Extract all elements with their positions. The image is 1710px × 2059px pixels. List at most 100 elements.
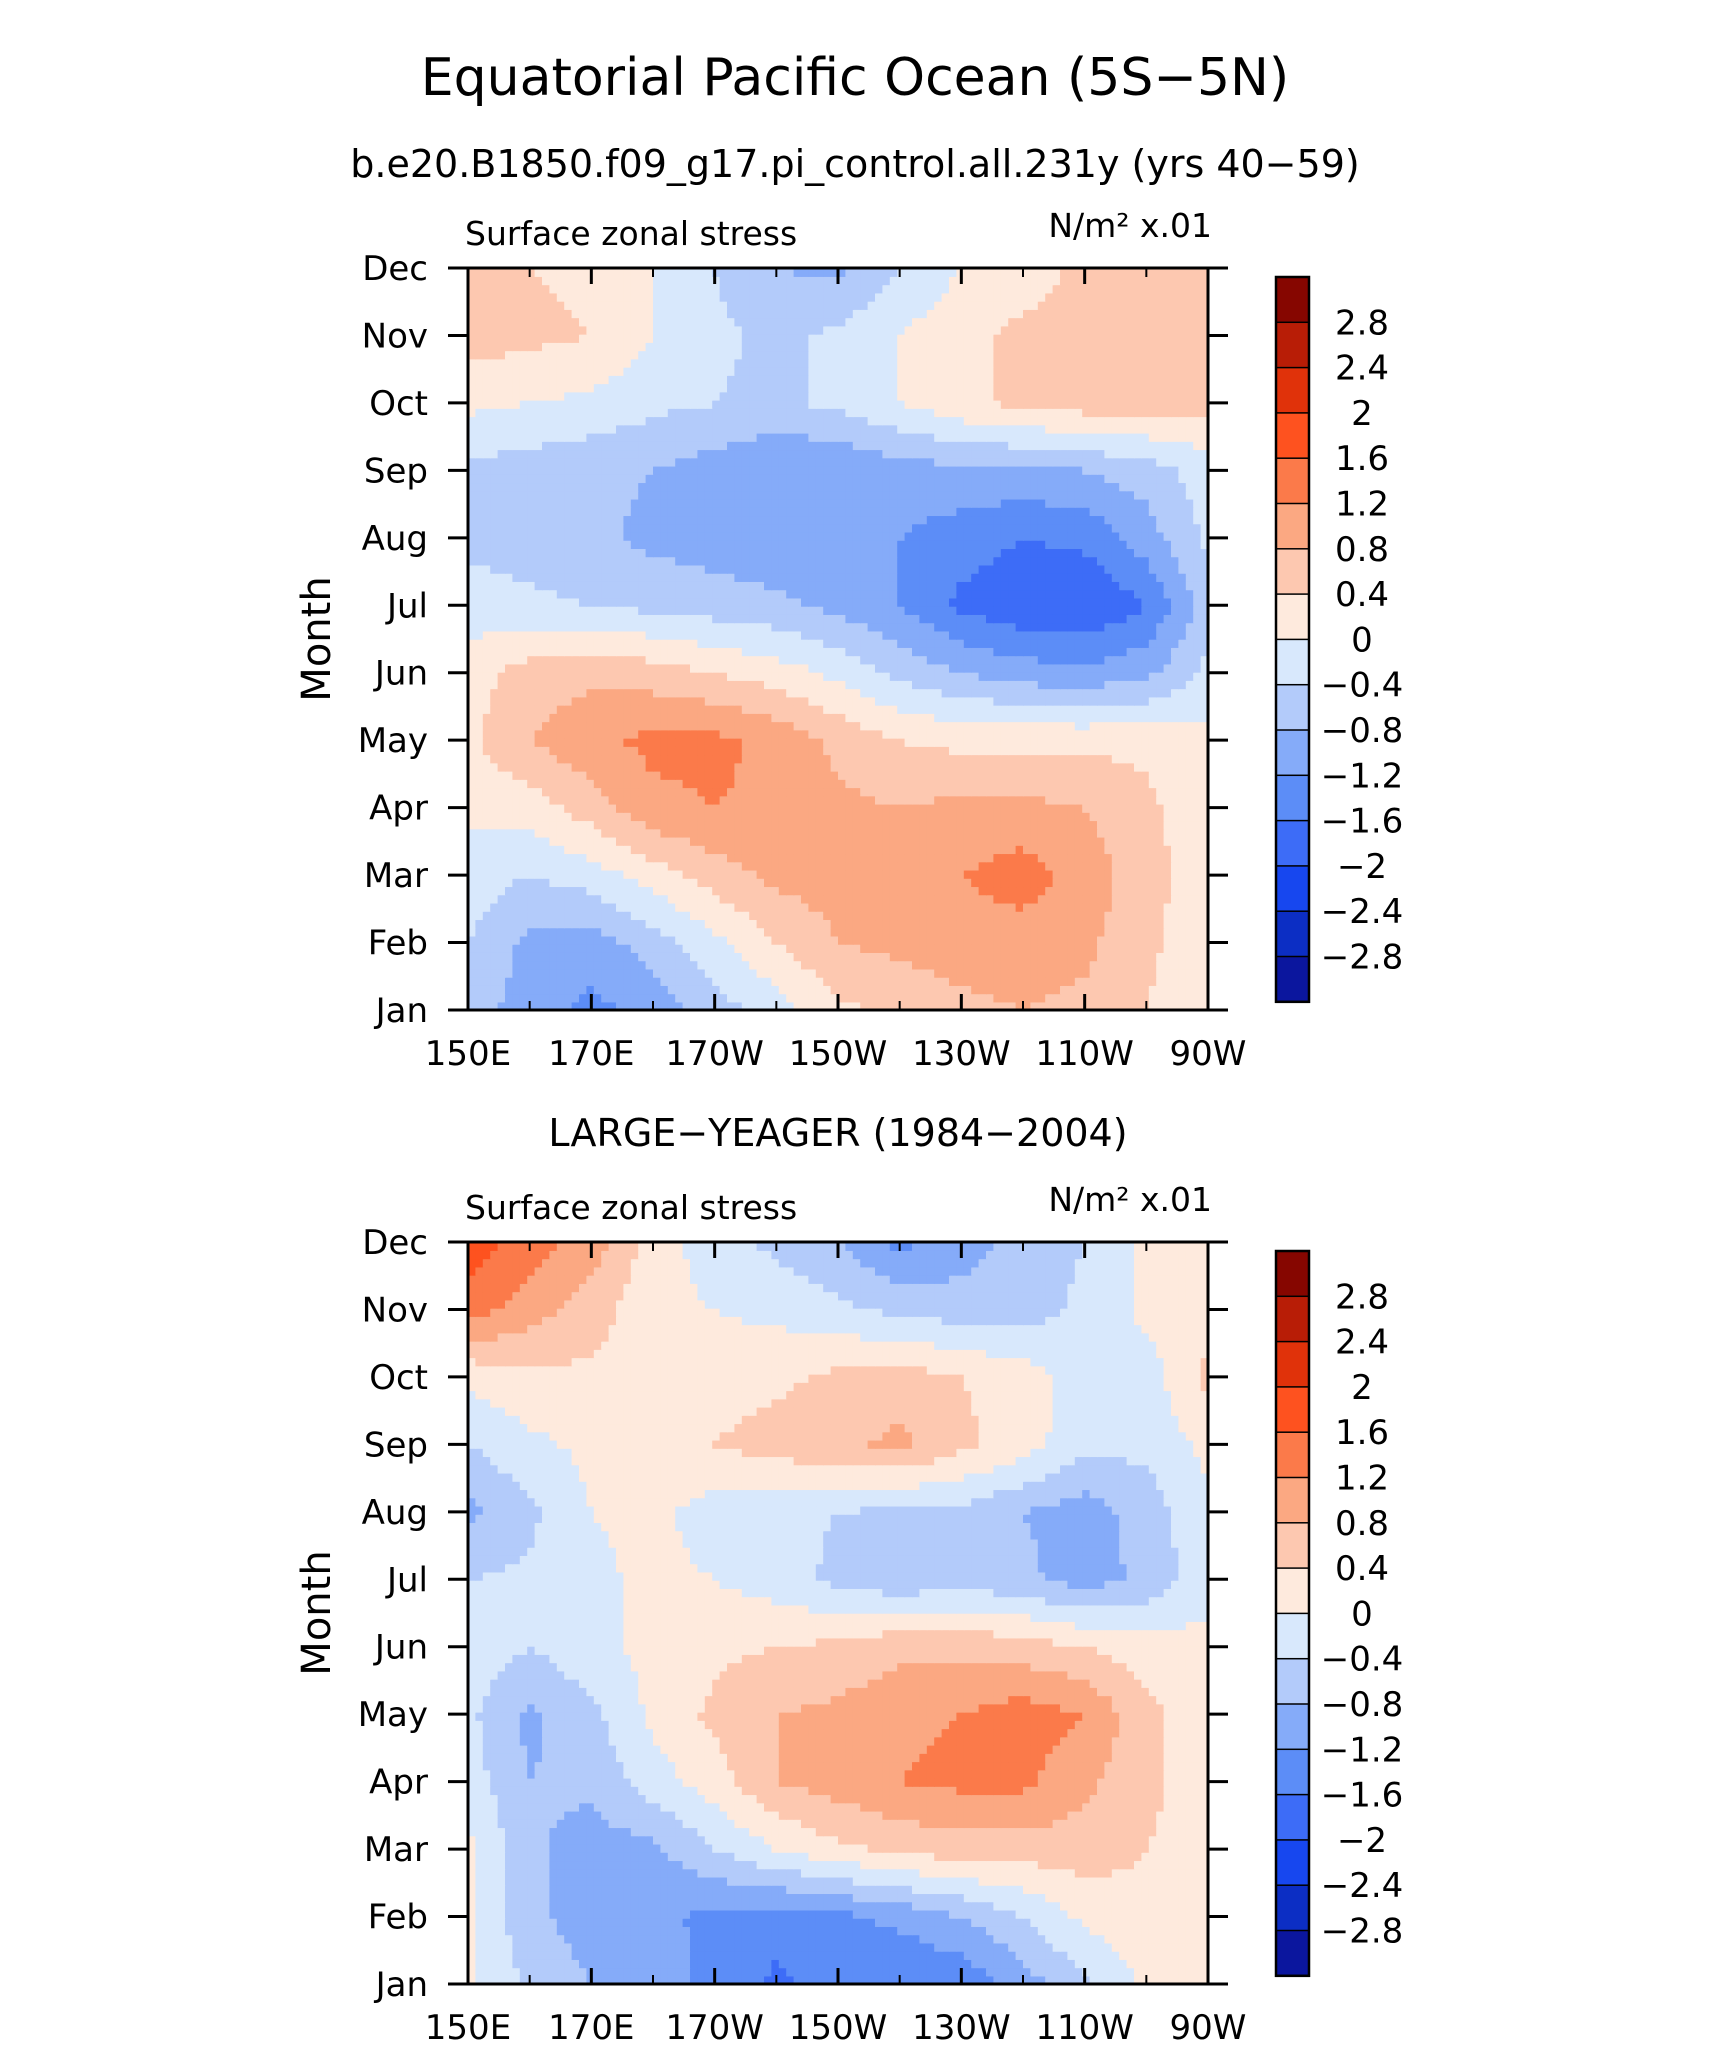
contour-cell [586, 820, 595, 830]
contour-cell [667, 836, 676, 846]
contour-cell [1015, 704, 1024, 714]
contour-cell [771, 688, 780, 698]
contour-cell [830, 960, 839, 970]
contour-cell [1015, 820, 1024, 830]
contour-cell [497, 704, 506, 714]
contour-cell [1148, 952, 1157, 962]
contour-cell [1089, 787, 1098, 797]
contour-cell [682, 622, 691, 632]
contour-cell [564, 1001, 573, 1011]
contour-cell [934, 902, 943, 912]
contour-cell [542, 622, 551, 632]
contour-cell [1008, 919, 1017, 929]
contour-cell [1163, 713, 1172, 723]
contour-cell [608, 845, 617, 855]
contour-cell [542, 927, 551, 937]
contour-cell [756, 787, 765, 797]
contour-cell [697, 861, 706, 871]
contour-cell [904, 944, 913, 953]
contour-cell [771, 737, 780, 747]
contour-cell [926, 820, 935, 830]
contour-cell [571, 762, 580, 772]
contour-cell [704, 754, 713, 764]
contour-cell [1045, 845, 1054, 855]
contour-cell [1045, 737, 1054, 747]
contour-cell [1082, 977, 1091, 986]
contour-cell [941, 663, 950, 673]
contour-cell [1119, 812, 1128, 822]
contour-cell [1030, 754, 1039, 764]
contour-cell [1141, 993, 1150, 1003]
contour-cell [1163, 828, 1172, 838]
contour-cell [1000, 688, 1009, 698]
contour-cell [638, 795, 647, 805]
contour-cell [882, 1001, 891, 1011]
contour-cell [1163, 869, 1172, 879]
contour-cell [889, 647, 898, 657]
contour-cell [860, 630, 869, 640]
contour-cell [756, 886, 765, 896]
contour-cell [653, 1001, 662, 1011]
contour-cell [571, 746, 580, 756]
contour-cell [542, 944, 551, 953]
contour-cell [704, 770, 713, 780]
contour-cell [534, 985, 543, 995]
contour-cell [638, 770, 647, 780]
contour-cell [897, 927, 906, 937]
contour-cell [882, 828, 891, 838]
contour-cell [586, 762, 595, 772]
contour-cell [860, 828, 869, 838]
contour-cell [579, 606, 588, 615]
contour-cell [904, 795, 913, 805]
contour-cell [882, 696, 891, 706]
contour-cell [1067, 606, 1076, 615]
contour-cell [1089, 614, 1098, 624]
contour-cell [904, 647, 913, 657]
contour-cell [1163, 886, 1172, 896]
contour-cell [949, 836, 958, 846]
contour-cell [786, 902, 795, 912]
contour-cell [564, 787, 573, 797]
contour-cell [904, 828, 913, 838]
contour-cell [512, 911, 521, 921]
contour-cell [549, 713, 558, 723]
contour-cell [1148, 680, 1157, 690]
contour-cell [727, 762, 736, 772]
contour-cell [653, 779, 662, 789]
contour-cell [823, 820, 832, 830]
contour-cell [468, 886, 477, 896]
contour-cell [1185, 894, 1194, 904]
contour-cell [852, 606, 861, 615]
contour-cell [912, 836, 921, 846]
contour-cell [1023, 836, 1032, 846]
contour-cell [1000, 606, 1009, 615]
contour-cell [712, 894, 721, 904]
contour-cell [823, 977, 832, 986]
contour-cell [756, 927, 765, 937]
contour-cell [904, 729, 913, 739]
contour-cell [542, 968, 551, 978]
contour-cell [756, 597, 765, 607]
contour-cell [867, 812, 876, 822]
contour-cell [1126, 902, 1135, 912]
contour-cell [867, 1001, 876, 1011]
contour-cell [593, 671, 602, 681]
contour-cell [1000, 853, 1009, 863]
contour-cell [1104, 671, 1113, 681]
contour-cell [512, 919, 521, 929]
contour-cell [1134, 993, 1143, 1003]
contour-cell [490, 606, 499, 615]
contour-cell [667, 622, 676, 632]
contour-cell [845, 927, 854, 937]
contour-cell [771, 795, 780, 805]
contour-cell [616, 614, 625, 624]
contour-cell [919, 861, 928, 871]
contour-cell [667, 803, 676, 813]
contour-cell [949, 713, 958, 723]
contour-cell [630, 737, 639, 747]
contour-cell [1171, 803, 1180, 813]
contour-cell [986, 795, 995, 805]
contour-cell [1015, 630, 1024, 640]
contour-cell [1037, 911, 1046, 921]
contour-cell [941, 787, 950, 797]
